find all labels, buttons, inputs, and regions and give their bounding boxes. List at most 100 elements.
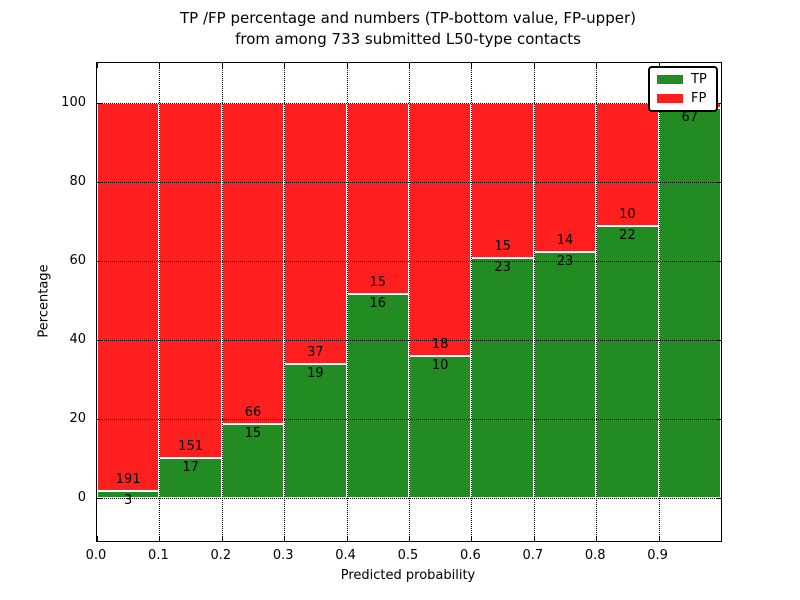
x-tick-bottom-0.5	[409, 536, 410, 541]
bar-segment-tp-0	[97, 491, 160, 498]
tp-count-label-4: 16	[369, 295, 387, 311]
x-tick-label-0.9: 0.9	[647, 548, 668, 563]
x-tick-top-0.0	[97, 63, 98, 68]
bar-segment-fp-5	[409, 102, 472, 357]
x-tick-bottom-0.8	[596, 536, 598, 541]
legend-label-fp: FP	[691, 91, 707, 106]
fp-count-label-2: 66	[244, 405, 262, 421]
y-tick-right-100	[716, 102, 721, 104]
plot-area: 3191171511566193716151018231523142210671	[96, 62, 722, 542]
tp-count-label-2: 15	[244, 426, 262, 442]
gridline-v-5	[409, 63, 410, 541]
x-tick-top-0.8	[596, 63, 598, 68]
bar-segment-tp-4	[346, 293, 409, 498]
bar-segment-fp-0	[97, 102, 160, 492]
y-axis-label: Percentage	[36, 264, 52, 338]
gridline-v-8	[596, 63, 598, 541]
tp-count-label-7: 23	[556, 253, 574, 269]
bar-segment-fp-1	[159, 102, 222, 458]
x-tick-top-0.1	[159, 63, 161, 68]
fp-count-label-7: 14	[556, 232, 574, 248]
x-tick-top-0.3	[284, 63, 286, 68]
gridline-v-4	[346, 63, 348, 541]
chart-title: TP /FP percentage and numbers (TP-bottom…	[96, 8, 720, 50]
bar-segment-tp-2	[221, 424, 285, 498]
y-tick-left-60	[97, 260, 102, 262]
bar-segment-fp-6	[471, 102, 534, 259]
gridline-v-9	[658, 63, 660, 541]
fp-count-label-0: 191	[115, 472, 141, 488]
legend: TP FP	[648, 66, 718, 112]
bar-segment-fp-8	[596, 102, 659, 226]
y-tick-right-40	[716, 339, 721, 341]
x-tick-top-0.5	[409, 63, 410, 68]
bar-segment-tp-9	[658, 108, 721, 498]
chart-title-line1: TP /FP percentage and numbers (TP-bottom…	[180, 9, 636, 27]
x-tick-top-0.2	[221, 63, 223, 68]
x-tick-top-0.7	[533, 63, 535, 68]
x-axis-label: Predicted probability	[340, 568, 476, 583]
x-tick-top-0.6	[471, 63, 473, 68]
x-tick-bottom-0.1	[159, 536, 161, 541]
gridline-v-1	[159, 63, 161, 541]
fp-count-label-1: 151	[178, 438, 204, 454]
bar-segment-fp-4	[346, 102, 409, 294]
x-tick-bottom-0.2	[221, 536, 223, 541]
x-tick-label-0.0: 0.0	[85, 548, 107, 563]
ticks-layer	[97, 63, 721, 541]
fp-count-label-3: 37	[307, 344, 324, 360]
y-tick-label-80: 80	[69, 173, 86, 189]
tp-count-label-5: 10	[431, 358, 449, 374]
gridline-v-2	[221, 63, 223, 541]
fp-count-label-5: 18	[431, 337, 449, 353]
x-tick-label-0.3: 0.3	[272, 548, 294, 563]
tp-color-swatch	[657, 75, 683, 84]
tp-count-label-6: 23	[494, 260, 511, 276]
y-tick-left-40	[97, 339, 102, 341]
y-tick-left-0	[97, 497, 102, 499]
y-tick-label-20: 20	[69, 410, 86, 426]
bar-segment-fp-7	[533, 102, 597, 252]
fp-count-label-8: 10	[619, 206, 636, 222]
y-tick-label-100: 100	[61, 94, 86, 110]
y-tick-left-20	[97, 418, 102, 420]
grid-layer	[97, 63, 721, 541]
tp-count-label-3: 19	[307, 365, 324, 381]
legend-label-tp: TP	[691, 72, 707, 87]
y-tick-left-100	[97, 102, 102, 104]
gridline-v-6	[471, 63, 473, 541]
y-tick-label-60: 60	[69, 252, 86, 268]
gridline-v-3	[284, 63, 286, 541]
x-tick-label-0.5: 0.5	[397, 548, 419, 563]
bar-segment-tp-8	[596, 225, 659, 498]
x-tick-label-0.6: 0.6	[460, 548, 481, 563]
bar-segment-fp-3	[284, 102, 347, 364]
x-tick-top-0.4	[346, 63, 348, 68]
bars-layer	[97, 63, 721, 541]
x-tick-label-0.1: 0.1	[148, 548, 169, 563]
y-tick-left-80	[97, 181, 102, 183]
x-tick-top-0.9	[658, 63, 660, 68]
chart-title-line2: from among 733 submitted L50-type contac…	[235, 30, 581, 48]
fp-color-swatch	[657, 94, 683, 103]
x-tick-label-0.4: 0.4	[335, 548, 356, 563]
x-tick-bottom-0.7	[533, 536, 535, 541]
y-tick-label-0: 0	[77, 489, 86, 505]
x-tick-bottom-0.6	[471, 536, 473, 541]
y-tick-label-40: 40	[69, 331, 86, 347]
y-tick-right-20	[716, 418, 721, 420]
bar-value-labels-layer: 3191171511566193716151018231523142210671	[97, 63, 721, 541]
tp-count-label-1: 17	[182, 459, 199, 475]
y-tick-right-0	[716, 497, 721, 499]
x-tick-bottom-0.0	[97, 536, 98, 541]
x-tick-bottom-0.3	[284, 536, 286, 541]
legend-item-fp: FP	[657, 92, 707, 105]
y-tick-right-60	[716, 260, 721, 262]
x-tick-bottom-0.9	[658, 536, 660, 541]
x-tick-label-0.2: 0.2	[210, 548, 232, 563]
tp-count-label-9: 67	[681, 110, 699, 126]
gridline-v-7	[533, 63, 535, 541]
x-tick-label-0.8: 0.8	[584, 548, 606, 563]
x-tick-bottom-0.4	[346, 536, 348, 541]
